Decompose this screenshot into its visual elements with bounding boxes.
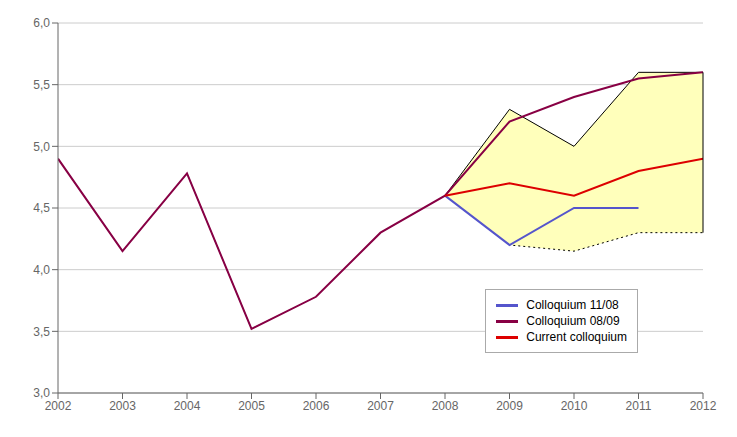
svg-text:2006: 2006 — [303, 399, 330, 413]
html-text:Current colloquium: Current colloquium — [526, 330, 627, 344]
svg-text:3,5: 3,5 — [33, 325, 50, 339]
svg-text:4,5: 4,5 — [33, 201, 50, 215]
html-text:Colloquium 11/08: Colloquium 11/08 — [526, 298, 619, 312]
svg-text:2004: 2004 — [174, 399, 201, 413]
svg-text:2011: 2011 — [626, 399, 652, 413]
svg-text:5,0: 5,0 — [33, 140, 50, 154]
svg-text:6,0: 6,0 — [33, 16, 50, 30]
svg-text:2010: 2010 — [561, 399, 588, 413]
svg-text:2007: 2007 — [367, 399, 394, 413]
svg-text:2008: 2008 — [432, 399, 459, 413]
svg-text:2003: 2003 — [109, 399, 136, 413]
svg-text:4,0: 4,0 — [33, 263, 50, 277]
svg-text:2005: 2005 — [238, 399, 265, 413]
svg-text:2009: 2009 — [496, 399, 523, 413]
svg-text:2002: 2002 — [45, 399, 72, 413]
svg-text:5,5: 5,5 — [33, 78, 50, 92]
svg-text:2012: 2012 — [690, 399, 717, 413]
html-text:Colloquium 08/09: Colloquium 08/09 — [526, 314, 620, 328]
svg-text:3,0: 3,0 — [33, 386, 50, 400]
